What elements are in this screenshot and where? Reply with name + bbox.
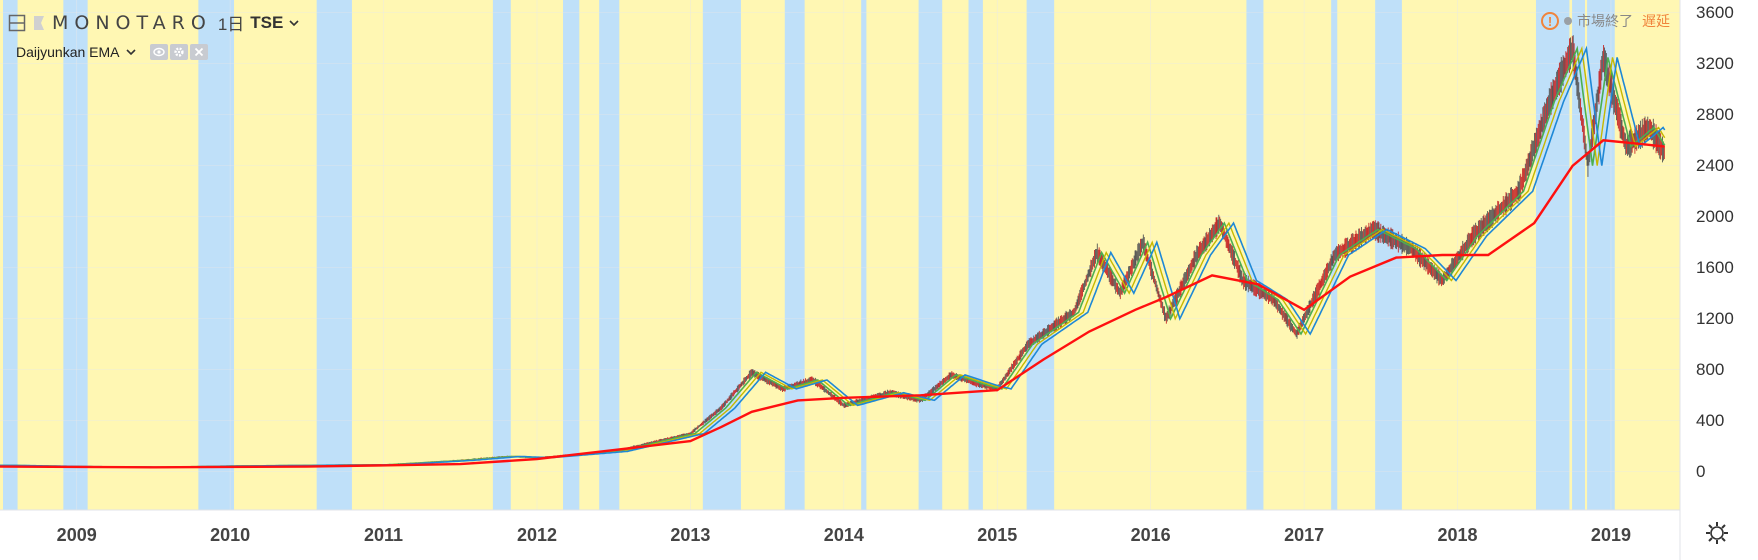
series-layer [0, 35, 1666, 469]
price-tick-label: 3200 [1696, 53, 1734, 73]
time-tick-label: 2016 [1130, 525, 1171, 545]
bear-band [563, 0, 580, 510]
bear-band [918, 0, 943, 510]
regime-bands [0, 0, 1680, 510]
chevron-down-icon[interactable] [289, 18, 299, 28]
bear-band [3, 0, 18, 510]
symbol-name[interactable]: MONOTARO [52, 11, 212, 34]
ema-long-line [0, 139, 1665, 469]
time-tick-label: 2013 [670, 525, 711, 545]
delay-label[interactable]: 遅延 [1642, 13, 1670, 29]
bear-band [198, 0, 235, 510]
price-tick-label: 800 [1696, 359, 1725, 379]
bear-band [63, 0, 88, 510]
bear-band [1572, 0, 1585, 510]
price-tick-label: 2400 [1696, 155, 1734, 175]
chevron-down-icon[interactable] [125, 47, 136, 57]
time-tick-label: 2015 [977, 525, 1018, 545]
bear-band [861, 0, 867, 510]
price-tick-label: 400 [1696, 410, 1725, 430]
flag-icon[interactable] [32, 14, 46, 32]
timeframe-label[interactable]: 1日 [217, 15, 245, 34]
bear-band [492, 0, 511, 510]
market-status: ! 市場終了 遅延 [1541, 11, 1670, 31]
price-tick-label: 2800 [1696, 104, 1734, 124]
indicator-legend: Daijyunkan EMA [16, 44, 208, 60]
eye-icon[interactable] [149, 44, 168, 60]
price-tick-label: 1600 [1696, 257, 1734, 277]
bear-band [1375, 0, 1402, 510]
bear-band [1246, 0, 1264, 510]
status-dot-icon [1564, 17, 1572, 25]
close-icon[interactable] [189, 44, 208, 60]
time-tick-label: 2014 [823, 525, 864, 545]
time-tick-label: 2017 [1284, 525, 1325, 545]
exchange-label[interactable]: TSE [250, 12, 284, 32]
time-tick-label: 2011 [364, 525, 404, 545]
time-tick-label: 2010 [210, 525, 251, 545]
bear-band [1026, 0, 1055, 510]
time-tick-label: 2019 [1590, 525, 1631, 545]
indicator-name[interactable]: Daijyunkan EMA [16, 44, 120, 60]
price-tick-label: 0 [1696, 461, 1706, 481]
warning-icon[interactable]: ! [1541, 12, 1559, 30]
bear-band [968, 0, 983, 510]
bear-band [316, 0, 352, 510]
time-tick-label: 2018 [1437, 525, 1478, 545]
market-status-label: 市場終了 [1577, 13, 1633, 29]
gear-icon[interactable] [169, 44, 188, 60]
price-tick-label: 2000 [1696, 206, 1734, 226]
collapse-icon[interactable] [8, 14, 26, 32]
settings-icon[interactable] [1704, 520, 1730, 553]
symbol-legend: MONOTARO 1日 TSE [8, 10, 299, 35]
time-tick-label: 2012 [516, 525, 558, 545]
price-tick-label: 1200 [1696, 308, 1734, 328]
bear-band [599, 0, 620, 510]
price-tick-label: 3600 [1696, 2, 1734, 22]
bear-band [784, 0, 805, 510]
time-tick-label: 2009 [56, 525, 97, 545]
